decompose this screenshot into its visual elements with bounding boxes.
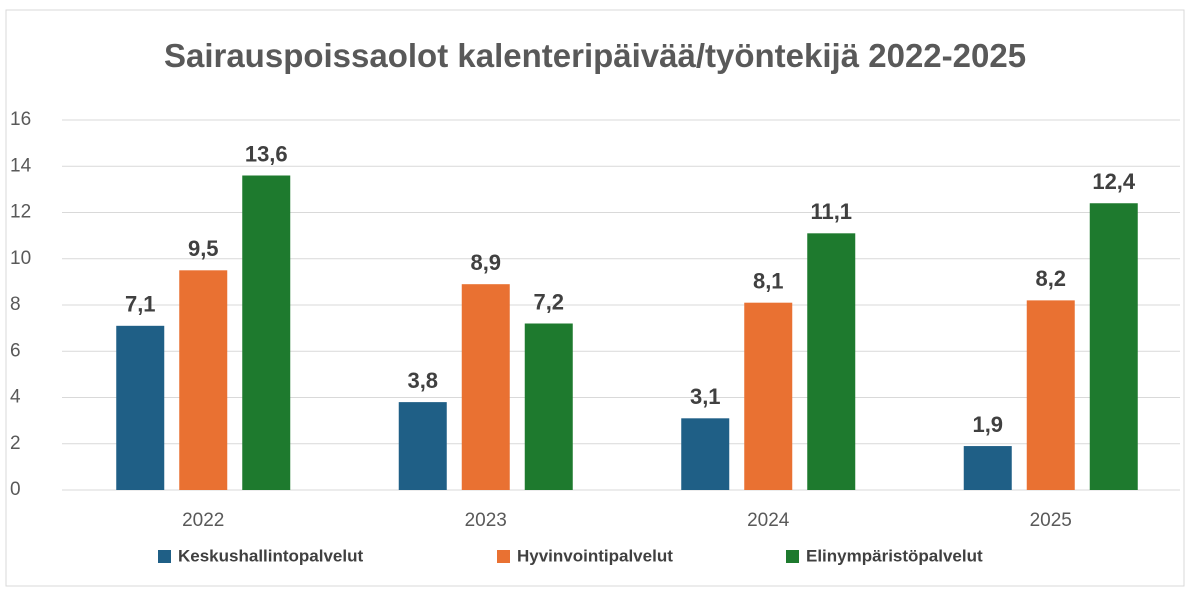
y-tick-label: 10 [10, 248, 31, 269]
legend-label: Keskushallintopalvelut [178, 546, 363, 565]
chart-title: Sairauspoissaolot kalenteripäivää/työnte… [163, 37, 1027, 74]
y-tick-label: 8 [10, 294, 21, 315]
bar [179, 270, 228, 490]
bar [807, 233, 856, 490]
data-label: 9,5 [188, 236, 219, 261]
legend-swatch [497, 550, 510, 563]
x-tick-label: 2023 [465, 510, 507, 531]
data-label: 8,1 [753, 269, 784, 294]
bar [681, 418, 730, 490]
data-label: 8,2 [1035, 266, 1066, 291]
legend-swatch [158, 550, 171, 563]
x-tick-label: 2024 [747, 510, 790, 531]
data-label: 3,1 [690, 384, 721, 409]
bar [1089, 203, 1138, 490]
data-label: 7,1 [125, 292, 156, 317]
data-label: 13,6 [245, 141, 288, 166]
bar [116, 325, 165, 490]
data-label: 1,9 [972, 412, 1003, 437]
legend-swatch [786, 550, 799, 563]
y-tick-label: 16 [10, 109, 31, 130]
x-tick-label: 2022 [182, 510, 224, 531]
y-tick-label: 2 [10, 433, 21, 454]
data-label: 11,1 [810, 199, 852, 224]
y-tick-label: 14 [10, 155, 32, 176]
y-tick-label: 6 [10, 340, 21, 361]
x-tick-label: 2025 [1030, 510, 1072, 531]
bar [398, 402, 447, 490]
legend-label: Hyvinvointipalvelut [517, 546, 673, 565]
y-tick-label: 4 [10, 387, 21, 408]
bar [524, 323, 573, 490]
y-tick-label: 12 [10, 202, 31, 223]
bar [461, 284, 510, 490]
legend-label: Elinympäristöpalvelut [806, 546, 983, 565]
bar [242, 175, 291, 490]
data-label: 12,4 [1092, 169, 1136, 194]
chart-border [5, 9, 1185, 587]
bar [744, 302, 793, 490]
bar [1026, 300, 1075, 490]
data-label: 7,2 [533, 289, 564, 314]
data-label: 8,9 [470, 250, 501, 275]
bar [963, 446, 1012, 490]
data-label: 3,8 [407, 368, 438, 393]
y-tick-label: 0 [10, 479, 21, 500]
